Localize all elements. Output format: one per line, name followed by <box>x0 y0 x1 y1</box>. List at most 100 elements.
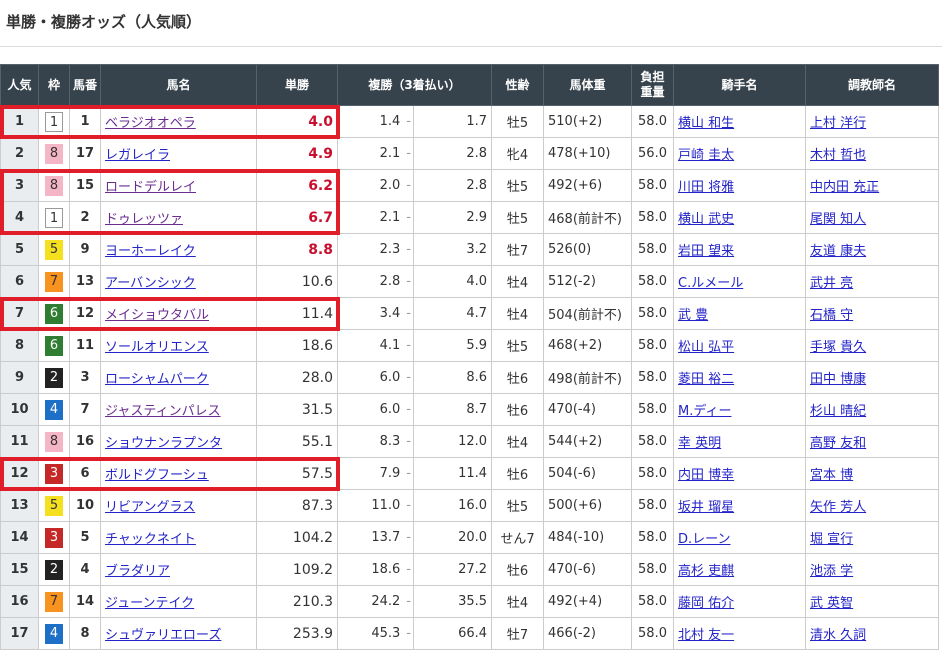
range-dash: - <box>406 594 411 609</box>
trainer-cell: 中内田 充正 <box>805 169 940 202</box>
horse-name-link[interactable]: ショウナンラプンタ <box>105 436 223 451</box>
trainer-cell: 手塚 貴久 <box>805 329 940 362</box>
trainer-link[interactable]: 尾関 知人 <box>810 212 867 227</box>
trainer-link[interactable]: 池添 学 <box>810 564 854 579</box>
horse-name-cell: ジューンテイク <box>100 585 257 618</box>
waku-cell: 1 <box>38 201 70 234</box>
header-number: 馬番 <box>69 64 101 106</box>
sex-age-cell: 牡7 <box>491 617 545 650</box>
horse-name-cell: ヨーホーレイク <box>100 233 257 266</box>
jockey-link[interactable]: 横山 和生 <box>678 116 735 131</box>
trainer-link[interactable]: 武 英智 <box>810 596 854 611</box>
sex-age-cell: 牡4 <box>491 265 545 298</box>
horse-name-link[interactable]: ブラダリア <box>105 564 171 579</box>
horse-number-cell: 5 <box>69 521 101 554</box>
horse-weight-cell: 468(+2) <box>543 329 633 362</box>
waku-cell: 3 <box>38 457 70 490</box>
trainer-link[interactable]: 宮本 博 <box>810 468 854 483</box>
jockey-link[interactable]: 菱田 裕二 <box>678 372 735 387</box>
place-odds-low-cell: 8.3- <box>337 425 414 458</box>
place-odds-low-cell: 45.3- <box>337 617 414 650</box>
horse-name-link[interactable]: リビアングラス <box>105 500 196 515</box>
trainer-link[interactable]: 上村 洋行 <box>810 116 867 131</box>
jockey-link[interactable]: 高杉 吏麒 <box>678 564 735 579</box>
horse-name-link[interactable]: ヨーホーレイク <box>105 244 196 259</box>
waku-cell: 5 <box>38 489 70 522</box>
horse-number-cell: 14 <box>69 585 101 618</box>
range-dash: - <box>406 434 411 449</box>
place-odds-high-cell: 4.7 <box>412 297 493 330</box>
horse-weight-cell: 470(-4) <box>543 393 633 426</box>
horse-number-cell: 4 <box>69 553 101 586</box>
trainer-link[interactable]: 高野 友和 <box>810 436 867 451</box>
jockey-link[interactable]: 川田 将雅 <box>678 180 735 195</box>
horse-name-link[interactable]: ベラジオオペラ <box>105 116 196 131</box>
trainer-link[interactable]: 清水 久詞 <box>810 628 867 643</box>
horse-name-cell: ショウナンラプンタ <box>100 425 257 458</box>
trainer-link[interactable]: 中内田 充正 <box>810 180 880 195</box>
jockey-link[interactable]: D.レーン <box>678 532 731 547</box>
place-odds-low-cell: 6.0- <box>337 361 414 394</box>
horse-name-link[interactable]: チャックネイト <box>105 532 196 547</box>
place-odds-low: 11.0 <box>371 498 401 513</box>
horse-name-link[interactable]: ローシャムパーク <box>105 372 209 387</box>
horse-weight-cell: 466(-2) <box>543 617 633 650</box>
trainer-cell: 宮本 博 <box>805 457 940 490</box>
place-odds-low: 45.3 <box>371 626 401 641</box>
table-row: 5 5 9 ヨーホーレイク 8.8 2.3-3.2 牡7 526(0) 58.0 岩田 望来 友道 … <box>0 233 940 266</box>
horse-name-link[interactable]: ソールオリエンス <box>105 340 209 355</box>
trainer-cell: 友道 康夫 <box>805 233 940 266</box>
horse-name-link[interactable]: ロードデルレイ <box>105 180 197 195</box>
divider <box>0 46 942 47</box>
horse-name-link[interactable]: ジャスティンパレス <box>105 404 221 419</box>
trainer-link[interactable]: 武井 亮 <box>810 276 854 291</box>
place-odds-high-cell: 3.2 <box>412 233 493 266</box>
jockey-link[interactable]: 岩田 望来 <box>678 244 735 259</box>
jockey-link[interactable]: 戸崎 圭太 <box>678 148 735 163</box>
jockey-link[interactable]: 内田 博幸 <box>678 468 735 483</box>
trainer-link[interactable]: 田中 博康 <box>810 372 867 387</box>
trainer-link[interactable]: 堀 宣行 <box>810 532 854 547</box>
jockey-cell: 北村 友一 <box>673 617 807 650</box>
horse-name-link[interactable]: ドゥレッツァ <box>105 212 184 227</box>
jockey-link[interactable]: 北村 友一 <box>678 628 735 643</box>
waku-cell: 5 <box>38 233 70 266</box>
horse-number-cell: 16 <box>69 425 101 458</box>
horse-name-link[interactable]: ジューンテイク <box>105 596 195 611</box>
horse-name-link[interactable]: シュヴァリエローズ <box>105 628 222 643</box>
horse-name-link[interactable]: レガレイラ <box>105 148 171 163</box>
trainer-link[interactable]: 手塚 貴久 <box>810 340 867 355</box>
trainer-link[interactable]: 友道 康夫 <box>810 244 867 259</box>
load-cell: 58.0 <box>631 393 675 426</box>
jockey-link[interactable]: 幸 英明 <box>678 436 722 451</box>
jockey-link[interactable]: 松山 弘平 <box>678 340 735 355</box>
trainer-link[interactable]: 杉山 晴紀 <box>810 404 867 419</box>
place-odds-low: 4.1 <box>379 338 401 353</box>
jockey-link[interactable]: 武 豊 <box>678 308 709 323</box>
trainer-link[interactable]: 木村 哲也 <box>810 148 867 163</box>
jockey-link[interactable]: M.ディー <box>678 404 732 419</box>
horse-name-cell: ブラダリア <box>100 553 257 586</box>
place-odds-low-cell: 2.8- <box>337 265 414 298</box>
jockey-link[interactable]: C.ルメール <box>678 276 744 291</box>
trainer-cell: 武井 亮 <box>805 265 940 298</box>
horse-name-link[interactable]: アーバンシック <box>105 276 196 291</box>
waku-cell: 8 <box>38 137 70 170</box>
place-odds-high-cell: 12.0 <box>412 425 493 458</box>
jockey-cell: 菱田 裕二 <box>673 361 807 394</box>
trainer-link[interactable]: 石橋 守 <box>810 308 854 323</box>
horse-name-link[interactable]: メイショウタバル <box>105 308 210 323</box>
odds-table: 人気 枠 馬番 馬名 単勝 複勝（3着払い） 性齢 馬体重 負担 重量 騎手名 … <box>0 64 940 650</box>
place-odds-low: 3.4 <box>379 306 401 321</box>
horse-number-cell: 13 <box>69 265 101 298</box>
waku-cell: 3 <box>38 521 70 554</box>
trainer-cell: 武 英智 <box>805 585 940 618</box>
waku-badge: 2 <box>45 559 63 580</box>
range-dash: - <box>406 370 411 385</box>
trainer-link[interactable]: 矢作 芳人 <box>810 500 867 515</box>
horse-name-link[interactable]: ボルドグフーシュ <box>105 468 209 483</box>
jockey-link[interactable]: 坂井 瑠星 <box>678 500 735 515</box>
win-odds-cell: 10.6 <box>256 265 338 298</box>
jockey-link[interactable]: 藤岡 佑介 <box>678 596 735 611</box>
jockey-link[interactable]: 横山 武史 <box>678 212 735 227</box>
